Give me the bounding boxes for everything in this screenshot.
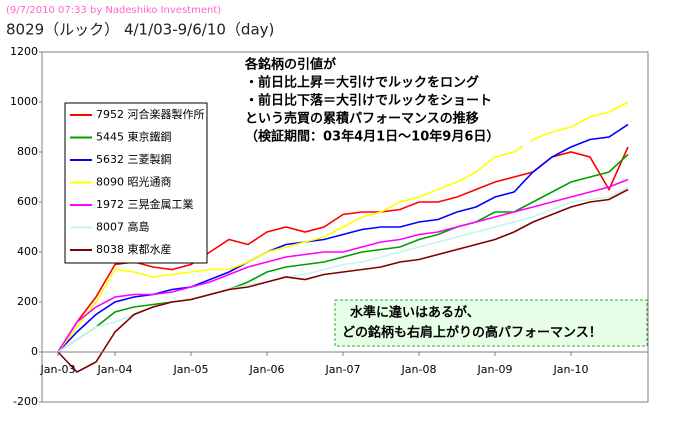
callout-box bbox=[334, 299, 648, 347]
y-tick-label: 0 bbox=[31, 345, 38, 358]
x-tick-label: Jan-07 bbox=[325, 363, 361, 376]
x-tick-label: Jan-04 bbox=[97, 363, 133, 376]
chart-title: 8029（ルック） 4/1/03-9/6/10（day) bbox=[6, 21, 274, 39]
y-tick-label: 800 bbox=[17, 145, 38, 158]
y-tick-label: 600 bbox=[17, 195, 38, 208]
y-tick-label: 1200 bbox=[10, 45, 38, 58]
annotation-line: という売買の累積パフォーマンスの推移 bbox=[245, 111, 479, 127]
legend-label: 7952 河合楽器製作所 bbox=[96, 107, 205, 121]
legend-label: 5445 東京鐵鋼 bbox=[96, 130, 172, 144]
x-tick-label: Jan-06 bbox=[249, 363, 285, 376]
annotation-line: （検証期間：03年4月1日～10年9月6日） bbox=[245, 129, 499, 145]
y-tick-label: 400 bbox=[17, 245, 38, 258]
series-line bbox=[57, 101, 629, 353]
annotation-box bbox=[240, 54, 530, 146]
legend-label: 8038 東都水産 bbox=[96, 243, 172, 256]
x-tick-label: Jan-03 bbox=[40, 363, 76, 376]
annotation-line: 各銘柄の引値が bbox=[244, 57, 336, 73]
y-tick-label: 1000 bbox=[10, 95, 38, 108]
x-tick-label: Jan-08 bbox=[401, 363, 437, 376]
x-tick-label: Jan-09 bbox=[477, 363, 513, 376]
x-tick-label: Jan-05 bbox=[173, 363, 209, 376]
legend-label: 1972 三晃金属工業 bbox=[96, 197, 194, 211]
series-line bbox=[57, 178, 629, 353]
series-line bbox=[57, 153, 629, 353]
y-tick-label: 200 bbox=[17, 295, 38, 308]
y-tick-label: -200 bbox=[13, 395, 38, 408]
x-tick-label: Jan-10 bbox=[553, 363, 589, 376]
legend-label: 8090 昭光通商 bbox=[96, 175, 172, 189]
header: (9/7/2010 07:33 by Nadeshiko Investment) bbox=[6, 5, 221, 16]
callout-line: 水準に違いはあるが、 bbox=[350, 305, 480, 321]
legend-label: 8007 高島 bbox=[96, 220, 150, 234]
legend-label: 5632 三菱製鋼 bbox=[96, 152, 172, 166]
annotation-line: ・前日比上昇＝大引けでルックをロング bbox=[245, 75, 479, 91]
annotation-line: ・前日比下落＝大引けでルックをショート bbox=[245, 93, 492, 109]
series-line bbox=[57, 188, 629, 373]
callout-line: どの銘柄も右肩上がりの高パフォーマンス！ bbox=[342, 325, 602, 341]
